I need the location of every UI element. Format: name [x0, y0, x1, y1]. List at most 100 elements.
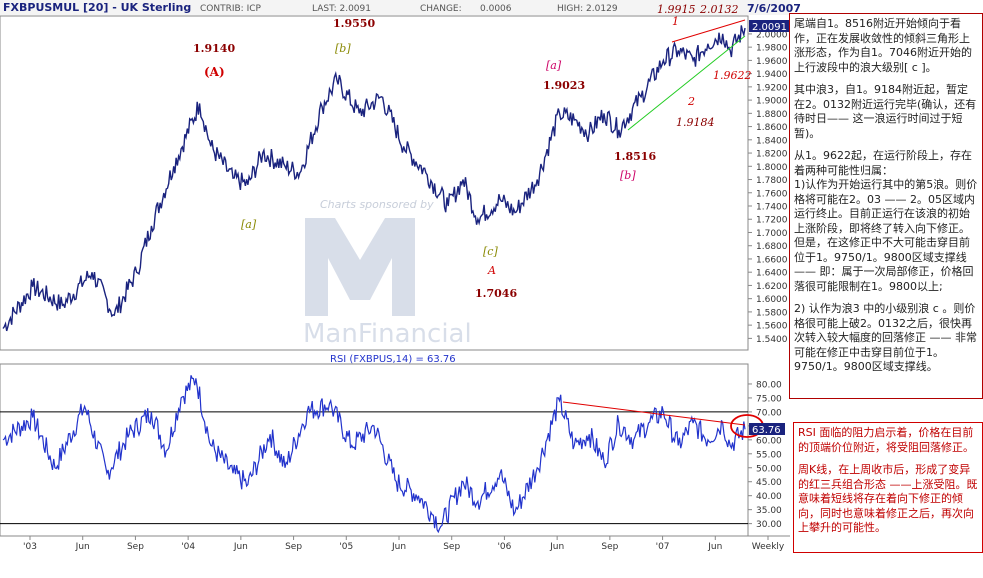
rsi-y-tick-label: 70.00	[756, 408, 782, 418]
rsi-pane	[0, 363, 749, 537]
analysis-note-wave-count: 尾端自1。8516附近开始倾向于看作，正在发展收敛性的倾斜三角形上涨形态，作为自…	[789, 13, 983, 399]
price-y-axis: 2.0000 1.9800 1.9600 1.9400 1.9200 1.9000 1.88…	[748, 30, 788, 345]
x-tick-label: Sep	[127, 542, 144, 552]
x-tick-label: Weekly	[752, 542, 785, 552]
rsi-y-tick-label: 75.00	[756, 394, 782, 404]
upper-triangle-line	[671, 19, 746, 43]
annotation-b-2: [b]	[620, 169, 636, 182]
watermark-brand: ManFinancial	[303, 319, 472, 349]
rsi-reference-lines	[0, 411, 748, 525]
x-tick-label: Jun	[233, 542, 248, 552]
rsi-y-tick-label: 45.00	[756, 478, 782, 488]
price-y-tick-label: 1.7200	[756, 216, 788, 226]
price-y-tick-label: 1.8600	[756, 123, 788, 133]
annotation-1-9140: 1.9140	[193, 42, 235, 55]
watermark-sponsor: Charts sponsored by	[320, 198, 434, 211]
price-y-tick-label: 1.6200	[756, 282, 788, 292]
analysis-note-rsi: RSI 面临的阻力启示着，价格在目前的顶端价位附近，将受阻回落修正。 周K线，在…	[793, 422, 983, 553]
price-pane	[0, 15, 749, 351]
x-tick-label: '06	[497, 542, 511, 552]
annotation-wave-1: 1	[672, 15, 679, 28]
annotation-1-9915: 1.9915	[657, 3, 696, 16]
price-y-tick-label: 1.9200	[756, 83, 788, 93]
x-tick-label: Jun	[391, 542, 406, 552]
price-y-tick-label: 1.6800	[756, 242, 788, 252]
price-y-tick-label: 1.8200	[756, 150, 788, 160]
note2-para-1: RSI 面临的阻力启示着，价格在目前的顶端价位附近，将受阻回落修正。	[798, 426, 974, 454]
price-y-tick-label: 1.5800	[756, 308, 788, 318]
price-series-line	[2, 25, 746, 332]
annotation-c-1: [c]	[483, 245, 498, 258]
x-tick-label: Sep	[443, 542, 460, 552]
last-label: LAST: 2.0091	[312, 4, 371, 14]
price-last-box	[749, 20, 789, 32]
rsi-y-tick-label: 30.00	[756, 520, 782, 530]
date-label: 7/6/2007	[747, 2, 801, 15]
annotation-2-0132: 2.0132	[699, 3, 739, 16]
x-tick-label: Jun	[549, 542, 564, 552]
annotation-1-9023: 1.9023	[543, 79, 585, 92]
price-y-tick-label: 2.0000	[756, 30, 788, 40]
price-y-tick-label: 1.8400	[756, 136, 788, 146]
note1-para-4: 2) 认作为浪3 中的小级别浪 c 。则价格很可能上破2。0132之后，很快再次…	[794, 302, 977, 373]
annotation-1-9184: 1.9184	[676, 116, 715, 129]
annotation-wave-A: A	[487, 264, 496, 277]
rsi-y-tick-label: 40.00	[756, 492, 782, 502]
price-y-tick-label: 1.9000	[756, 97, 788, 107]
x-tick-label: '04	[181, 542, 195, 552]
price-y-tick-label: 1.8800	[756, 110, 788, 120]
watermark: Charts sponsored by ManFinancial	[303, 198, 472, 349]
annotation-1-8516: 1.8516	[614, 150, 656, 163]
annotation-a-2: [a]	[546, 59, 562, 72]
annotation-wave-2: 2	[687, 95, 695, 108]
annotation-b-1: [b]	[335, 42, 351, 55]
symbol-title: FXBPUSMUL [20] - UK Sterling	[3, 1, 191, 14]
change-label: CHANGE:	[420, 4, 462, 14]
rsi-y-axis: 80.0075.0070.0065.0060.0055.0050.0045.00…	[748, 380, 782, 530]
x-tick-label: '07	[656, 542, 670, 552]
rsi-y-tick-label: 50.00	[756, 464, 782, 474]
price-y-tick-label: 1.6000	[756, 295, 788, 305]
x-tick-label: Jun	[707, 542, 722, 552]
rsi-last-box	[749, 423, 785, 435]
price-y-tick-label: 1.8000	[756, 163, 788, 173]
annotation-1-7046: 1.7046	[475, 287, 517, 300]
x-tick-label: Sep	[285, 542, 302, 552]
price-last-value: 2.0091	[752, 22, 787, 33]
rsi-title: RSI (FXBPUS,14) = 63.76	[330, 354, 456, 365]
rsi-y-tick-label: 60.00	[756, 436, 782, 446]
change-value: 0.0006	[480, 4, 512, 14]
watermark-logo-mark	[305, 218, 415, 316]
price-y-tick-label: 1.9600	[756, 57, 788, 67]
note1-para-2: 其中浪3，自1。9184附近起，暂定在2。0132附近运行完毕(确认，还有待时日…	[794, 83, 977, 140]
price-y-tick-label: 1.5400	[756, 335, 788, 345]
rsi-last-value: 63.76	[752, 425, 781, 436]
rsi-y-tick-label: 80.00	[756, 380, 782, 390]
price-y-tick-label: 1.6400	[756, 269, 788, 279]
annotation-1-9550: 1.9550	[333, 17, 375, 30]
note1-para-3: 从1。9622起，在运行阶段上，存在着两种可能性归属： 1)认作为开始运行其中的…	[794, 149, 978, 293]
price-y-tick-label: 1.7600	[756, 189, 788, 199]
price-y-tick-label: 1.7400	[756, 203, 788, 213]
rsi-y-tick-label: 35.00	[756, 506, 782, 516]
annotation-a-lower-1: [a]	[241, 218, 257, 231]
rsi-series-line	[2, 375, 746, 534]
price-y-tick-label: 1.9400	[756, 70, 788, 80]
rsi-resistance-line	[562, 401, 746, 426]
header-bar	[0, 0, 790, 15]
contrib-label: CONTRIB: ICP	[200, 4, 262, 14]
price-y-tick-label: 1.7800	[756, 176, 788, 186]
x-axis: '03 Jun Sep '04 Jun Sep '05 Jun Sep '06 Jun Sep '07 J…	[23, 536, 785, 552]
note1-para-1: 尾端自1。8516附近开始倾向于看作，正在发展收敛性的倾斜三角形上涨形态，作为自…	[794, 17, 972, 74]
rsi-y-tick-label: 55.00	[756, 450, 782, 460]
price-y-tick-label: 1.7000	[756, 229, 788, 239]
x-tick-label: '05	[339, 542, 353, 552]
lower-triangle-line	[627, 35, 746, 131]
note2-para-2: 周K线，在上周收市后，形成了变异的红三兵组合形态 ——上涨受阻。既意味着短线将存…	[798, 463, 978, 534]
x-tick-label: '03	[23, 542, 37, 552]
high-label: HIGH: 2.0129	[557, 4, 618, 14]
annotation-1-9622: 1.9622	[713, 69, 752, 82]
price-y-tick-label: 1.9800	[756, 44, 788, 54]
price-y-tick-label: 1.6600	[756, 255, 788, 265]
